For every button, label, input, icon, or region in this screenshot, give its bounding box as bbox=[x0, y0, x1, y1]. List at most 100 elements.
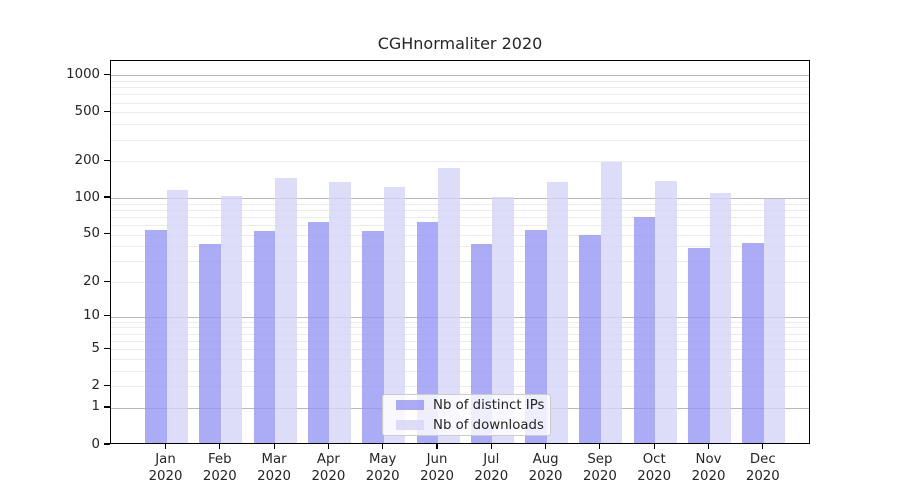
y-axis-tick bbox=[104, 384, 110, 386]
gridline-minor bbox=[111, 358, 809, 360]
x-axis-tick bbox=[490, 444, 492, 449]
y-axis-tick bbox=[104, 110, 110, 112]
y-axis-tick-label: 1 bbox=[91, 399, 100, 415]
bar-distinct-ips-dec bbox=[742, 243, 764, 443]
y-axis-tick bbox=[104, 73, 110, 75]
gridline-minor bbox=[111, 87, 809, 89]
y-axis-tick-label: 10 bbox=[83, 308, 100, 324]
x-axis-tick bbox=[762, 444, 764, 449]
y-axis-tick-label: 5 bbox=[91, 340, 100, 356]
bar-distinct-ips-nov bbox=[688, 248, 710, 443]
x-axis-tick-label-mar: Mar 2020 bbox=[257, 452, 292, 484]
y-axis-tick bbox=[104, 196, 110, 198]
y-axis-tick-label: 500 bbox=[74, 103, 100, 119]
gridline-minor bbox=[111, 282, 809, 284]
y-axis-tick-label: 1000 bbox=[66, 66, 100, 82]
gridline-minor bbox=[111, 102, 809, 104]
x-axis-tick-label-jul: Jul 2020 bbox=[474, 452, 509, 484]
y-axis-tick bbox=[104, 280, 110, 282]
gridline-minor bbox=[111, 112, 809, 114]
x-axis-tick bbox=[327, 444, 329, 449]
gridline-minor bbox=[111, 94, 809, 96]
bar-distinct-ips-mar bbox=[253, 230, 276, 443]
legend-swatch-downloads bbox=[396, 420, 424, 430]
y-axis-tick-label: 200 bbox=[74, 152, 100, 168]
gridline-minor bbox=[111, 124, 809, 126]
y-axis-tick bbox=[104, 315, 110, 317]
y-axis-tick-label: 20 bbox=[83, 273, 100, 289]
legend-item-downloads: Nb of downloads bbox=[396, 418, 544, 433]
bar-distinct-ips-may bbox=[362, 230, 384, 443]
x-axis-tick bbox=[382, 444, 384, 449]
x-axis-tick-label-jan: Jan 2020 bbox=[148, 452, 183, 484]
bar-downloads-jan bbox=[166, 190, 188, 443]
y-axis-tick-label: 50 bbox=[83, 226, 100, 242]
legend-label-downloads: Nb of downloads bbox=[433, 417, 544, 433]
y-axis-tick bbox=[104, 233, 110, 235]
x-axis-tick bbox=[273, 444, 275, 449]
bar-distinct-ips-feb bbox=[199, 244, 221, 443]
x-axis-tick bbox=[653, 444, 655, 449]
x-axis-tick-label-may: May 2020 bbox=[365, 452, 400, 484]
gridline-minor bbox=[111, 327, 809, 329]
gridline-minor bbox=[111, 209, 809, 211]
gridline-minor bbox=[111, 246, 809, 248]
x-axis-tick-label-dec: Dec 2020 bbox=[745, 452, 780, 484]
gridline-major bbox=[111, 316, 809, 318]
plot-area: Nb of distinct IPs Nb of downloads bbox=[110, 60, 810, 444]
gridline-minor bbox=[111, 370, 809, 372]
bar-downloads-jun bbox=[438, 167, 460, 443]
gridline-major bbox=[111, 75, 809, 77]
bar-downloads-nov bbox=[709, 193, 731, 443]
bar-distinct-ips-jul bbox=[470, 244, 493, 443]
legend: Nb of distinct IPs Nb of downloads bbox=[382, 394, 551, 436]
gridline-minor bbox=[111, 225, 809, 227]
bar-distinct-ips-jan bbox=[145, 229, 167, 443]
bar-downloads-aug bbox=[546, 182, 569, 443]
x-axis-tick-label-apr: Apr 2020 bbox=[311, 452, 346, 484]
y-axis-tick-label: 2 bbox=[91, 377, 100, 393]
bar-distinct-ips-sep bbox=[579, 234, 601, 443]
gridline-minor bbox=[111, 161, 809, 163]
legend-item-distinct-ips: Nb of distinct IPs bbox=[396, 398, 544, 413]
x-axis-tick-label-oct: Oct 2020 bbox=[637, 452, 672, 484]
y-axis-tick bbox=[104, 347, 110, 349]
chart-title: CGHnormaliter 2020 bbox=[377, 34, 543, 53]
bar-downloads-sep bbox=[600, 161, 623, 443]
x-axis-tick-label-jun: Jun 2020 bbox=[420, 452, 454, 484]
x-axis-tick bbox=[707, 444, 710, 449]
x-axis-tick-label-aug: Aug 2020 bbox=[528, 452, 563, 484]
y-axis-tick bbox=[104, 159, 110, 161]
x-axis-tick bbox=[436, 444, 438, 449]
gridline-minor bbox=[111, 80, 809, 82]
gridline-minor bbox=[111, 261, 809, 263]
y-axis-tick-label: 100 bbox=[74, 189, 100, 205]
y-axis-tick bbox=[104, 406, 110, 408]
gridline-minor bbox=[111, 333, 809, 335]
bar-downloads-may bbox=[383, 187, 406, 443]
x-axis-tick-label-sep: Sep 2020 bbox=[582, 452, 617, 484]
bar-downloads-oct bbox=[655, 180, 677, 443]
x-axis-tick-label-feb: Feb 2020 bbox=[202, 452, 237, 484]
bar-downloads-apr bbox=[329, 182, 351, 443]
bar-downloads-dec bbox=[763, 199, 786, 443]
bar-distinct-ips-oct bbox=[633, 217, 656, 443]
bar-downloads-mar bbox=[275, 177, 297, 443]
gridline-minor bbox=[111, 139, 809, 141]
y-axis-tick-label: 0 bbox=[91, 436, 100, 452]
gridline-minor bbox=[111, 386, 809, 388]
bar-distinct-ips-apr bbox=[307, 222, 330, 443]
gridline-minor bbox=[111, 349, 809, 351]
gridline-minor bbox=[111, 234, 809, 236]
x-axis-tick bbox=[164, 444, 167, 449]
gridline-minor bbox=[111, 203, 809, 205]
bar-distinct-ips-aug bbox=[525, 229, 547, 443]
bar-downloads-feb bbox=[220, 196, 243, 443]
x-axis-tick bbox=[545, 444, 547, 449]
bar-distinct-ips-jun bbox=[416, 222, 438, 443]
x-axis-tick bbox=[599, 444, 601, 449]
y-axis-tick bbox=[104, 443, 110, 445]
gridline-minor bbox=[111, 321, 809, 323]
legend-swatch-distinct-ips bbox=[396, 400, 424, 410]
